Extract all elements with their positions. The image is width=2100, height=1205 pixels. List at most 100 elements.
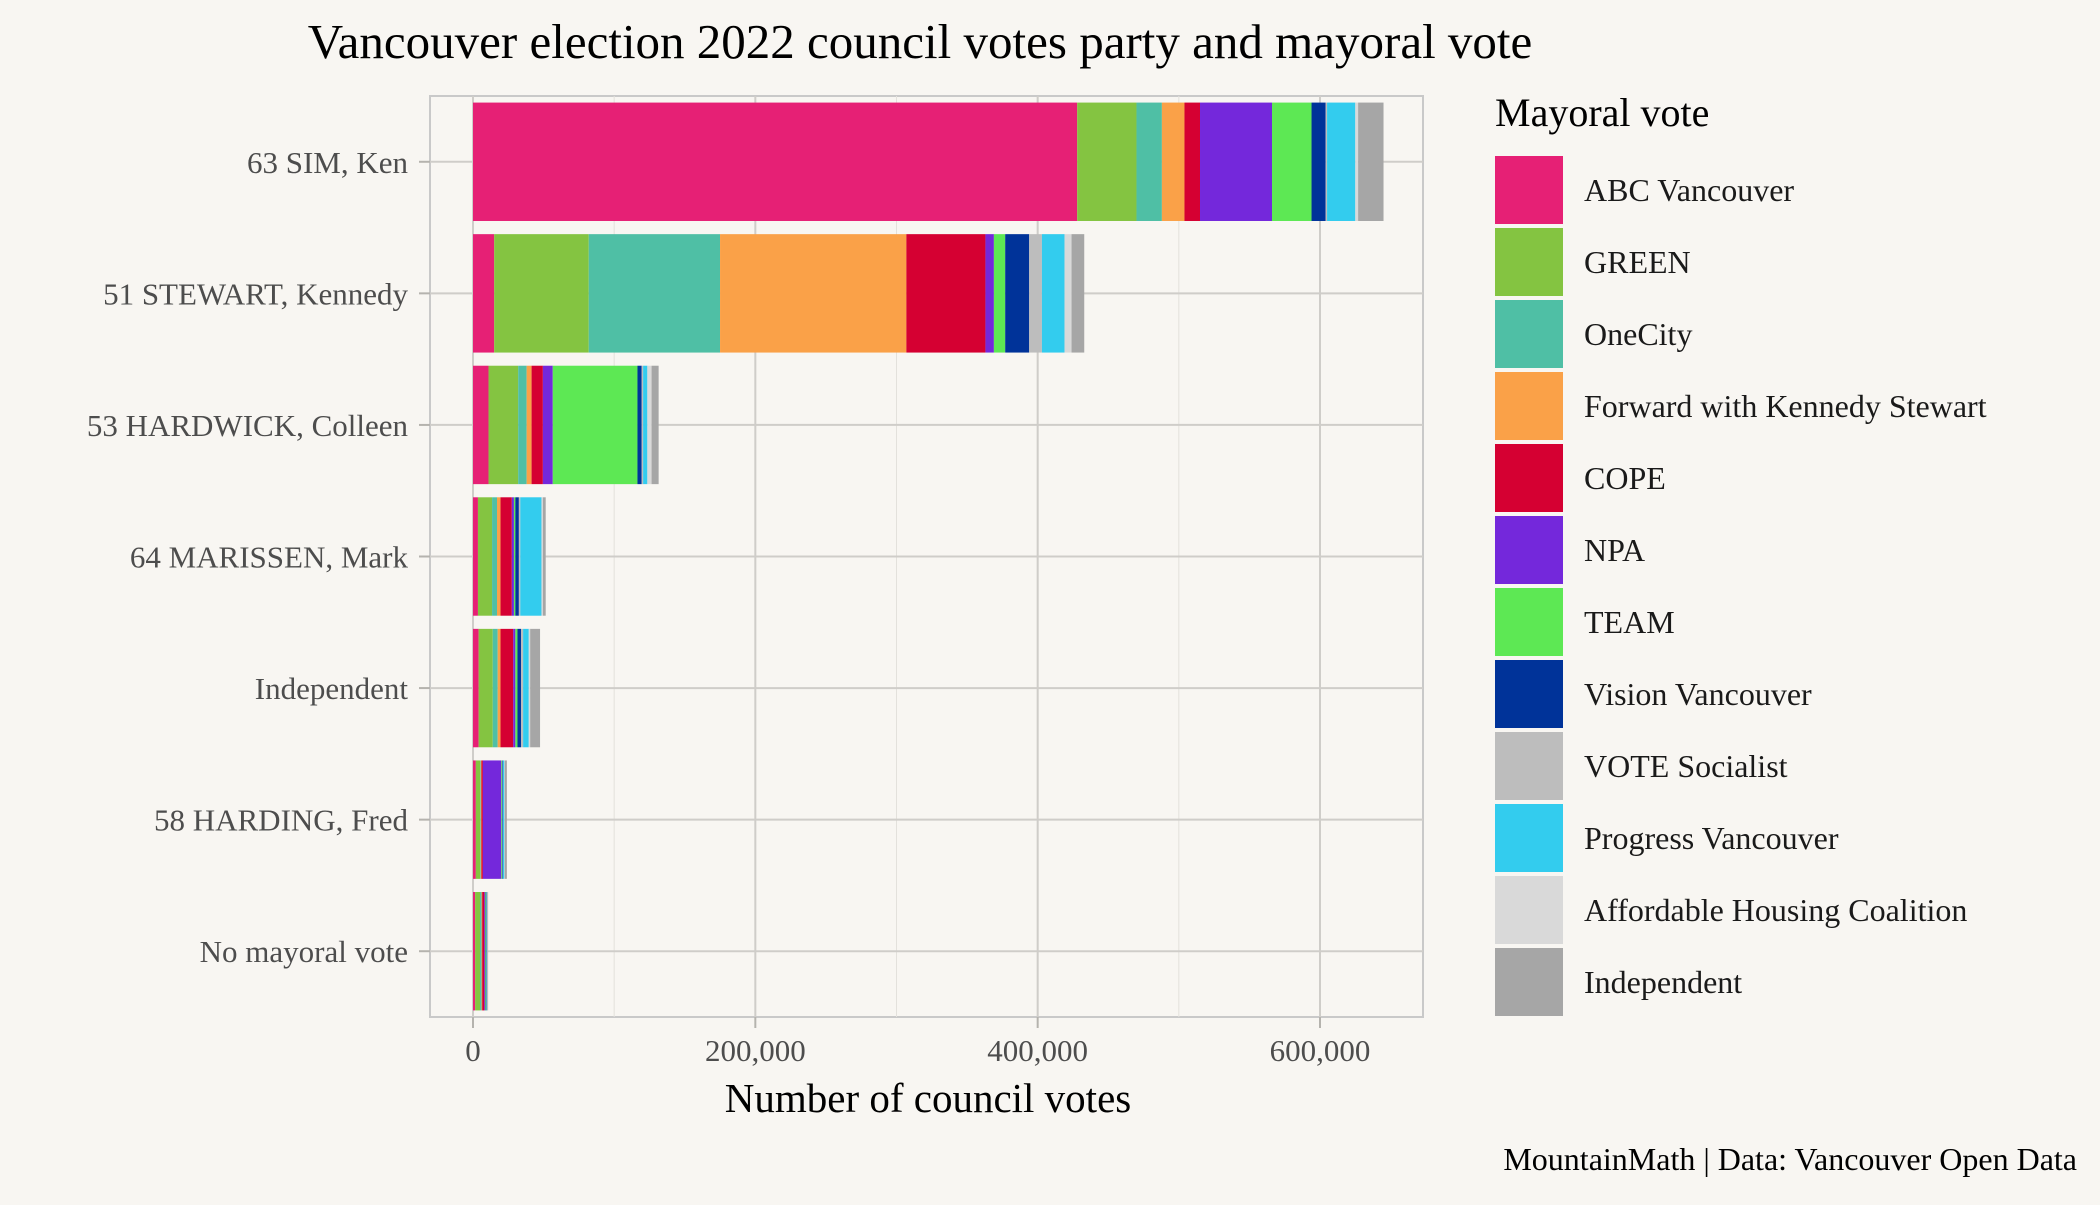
legend-label: ABC Vancouver	[1584, 172, 1794, 208]
legend-label: NPA	[1584, 532, 1645, 568]
bar-segment-cope	[481, 760, 482, 878]
bar-segment-cope	[906, 234, 985, 352]
bar-segment-npa	[484, 892, 485, 1010]
x-tick-label: 400,000	[987, 1033, 1088, 1068]
bar-segment-cope	[532, 366, 543, 484]
chart-title: Vancouver election 2022 council votes pa…	[308, 14, 1533, 69]
legend-label: VOTE Socialist	[1584, 748, 1788, 784]
chart-caption: MountainMath | Data: Vancouver Open Data	[1503, 1141, 2077, 1177]
bar-segment-affordable-housing-coalition	[1355, 103, 1358, 221]
legend-label: OneCity	[1584, 316, 1692, 352]
bar-segment-green	[479, 629, 493, 747]
bar-segment-progress-vancouver	[643, 366, 647, 484]
legend-label: TEAM	[1584, 604, 1675, 640]
bar-segment-vote-socialist	[519, 497, 520, 615]
y-tick-label: 64 MARISSEN, Mark	[130, 540, 409, 575]
bar-segment-npa	[513, 629, 515, 747]
bar-segment-cope	[482, 892, 484, 1010]
bar-segment-vision-vancouver	[1312, 103, 1326, 221]
bar-segment-onecity	[493, 629, 498, 747]
bar-segment-npa	[1200, 103, 1272, 221]
bar-segment-vote-socialist	[521, 629, 523, 747]
legend-key	[1495, 876, 1563, 944]
bar-segment-team	[485, 892, 486, 1010]
bar-segment-team	[994, 234, 1005, 352]
bar-segment-abc-vancouver	[473, 629, 479, 747]
bar-segment-green	[476, 760, 480, 878]
bar-segment-independent	[1072, 234, 1085, 352]
bar-segment-npa	[543, 366, 553, 484]
bar-segment-vision-vancouver	[515, 497, 519, 615]
bar-segment-affordable-housing-coalition	[541, 497, 542, 615]
bar-segment-forward-with-kennedy-stewart	[481, 760, 482, 878]
bar-segment-abc-vancouver	[473, 892, 475, 1010]
bar-segment-vision-vancouver	[502, 760, 503, 878]
bar-segment-forward-with-kennedy-stewart	[720, 234, 906, 352]
bar-segment-cope	[1184, 103, 1200, 221]
bar-segment-progress-vancouver	[520, 497, 541, 615]
bar-segment-green	[478, 497, 492, 615]
bar-segment-team	[501, 760, 502, 878]
bar-segment-forward-with-kennedy-stewart	[497, 497, 501, 615]
y-tick-label: 58 HARDING, Fred	[154, 803, 409, 838]
bar-segment-vision-vancouver	[1005, 234, 1029, 352]
bar-segment-independent	[543, 497, 546, 615]
bar-segment-onecity	[518, 366, 526, 484]
x-tick-label: 600,000	[1270, 1033, 1371, 1068]
bar-segment-forward-with-kennedy-stewart	[1162, 103, 1185, 221]
legend-key	[1495, 516, 1563, 584]
bar-segment-green	[1077, 103, 1136, 221]
y-tick-label: No mayoral vote	[200, 934, 408, 969]
bar-segment-abc-vancouver	[473, 760, 476, 878]
bar-segment-forward-with-kennedy-stewart	[481, 892, 482, 1010]
bar-segment-onecity	[1136, 103, 1161, 221]
legend-key	[1495, 156, 1563, 224]
bar-segment-abc-vancouver	[473, 103, 1077, 221]
legend-key	[1495, 732, 1563, 800]
bar-segment-npa	[483, 760, 501, 878]
legend-label: Forward with Kennedy Stewart	[1584, 388, 1987, 424]
legend-label: Independent	[1584, 964, 1742, 1000]
bar-segment-abc-vancouver	[473, 497, 478, 615]
bar-segment-affordable-housing-coalition	[647, 366, 651, 484]
x-axis-title: Number of council votes	[725, 1075, 1131, 1121]
bar-segment-onecity	[492, 497, 497, 615]
bar-segment-vote-socialist	[642, 366, 643, 484]
legend-key	[1495, 660, 1563, 728]
legend-key	[1495, 948, 1563, 1016]
y-tick-label: Independent	[255, 671, 409, 706]
bar-segment-forward-with-kennedy-stewart	[498, 629, 501, 747]
bar-segment-vision-vancouver	[637, 366, 641, 484]
bar-segment-abc-vancouver	[473, 366, 489, 484]
bar-segment-progress-vancouver	[503, 760, 504, 878]
bar-segment-vote-socialist	[1326, 103, 1327, 221]
bar-segment-green	[489, 366, 519, 484]
legend-label: Progress Vancouver	[1584, 820, 1839, 856]
legend-label: COPE	[1584, 460, 1666, 496]
bar-segment-team	[514, 497, 515, 615]
legend-key	[1495, 804, 1563, 872]
legend-label: Vision Vancouver	[1584, 676, 1812, 712]
bar-segment-affordable-housing-coalition	[529, 629, 530, 747]
legend-key	[1495, 588, 1563, 656]
y-tick-label: 53 HARDWICK, Colleen	[87, 408, 409, 443]
bar-segment-npa	[512, 497, 514, 615]
bar-segment-independent	[652, 366, 659, 484]
legend-title: Mayoral vote	[1495, 90, 1709, 135]
legend-key	[1495, 228, 1563, 296]
bar-segment-vote-socialist	[1029, 234, 1042, 352]
bar-segment-affordable-housing-coalition	[1064, 234, 1071, 352]
bar-segment-team	[1272, 103, 1312, 221]
bar-segment-green	[494, 234, 589, 352]
bar-segment-vision-vancouver	[517, 629, 521, 747]
legend-key	[1495, 444, 1563, 512]
y-tick-label: 51 STEWART, Kennedy	[103, 276, 408, 311]
bar-segment-forward-with-kennedy-stewart	[527, 366, 532, 484]
bar-segment-vision-vancouver	[486, 892, 487, 1010]
legend-key	[1495, 372, 1563, 440]
bar-segment-cope	[501, 629, 514, 747]
bar-segment-progress-vancouver	[1327, 103, 1355, 221]
bar-segment-green	[475, 892, 480, 1010]
